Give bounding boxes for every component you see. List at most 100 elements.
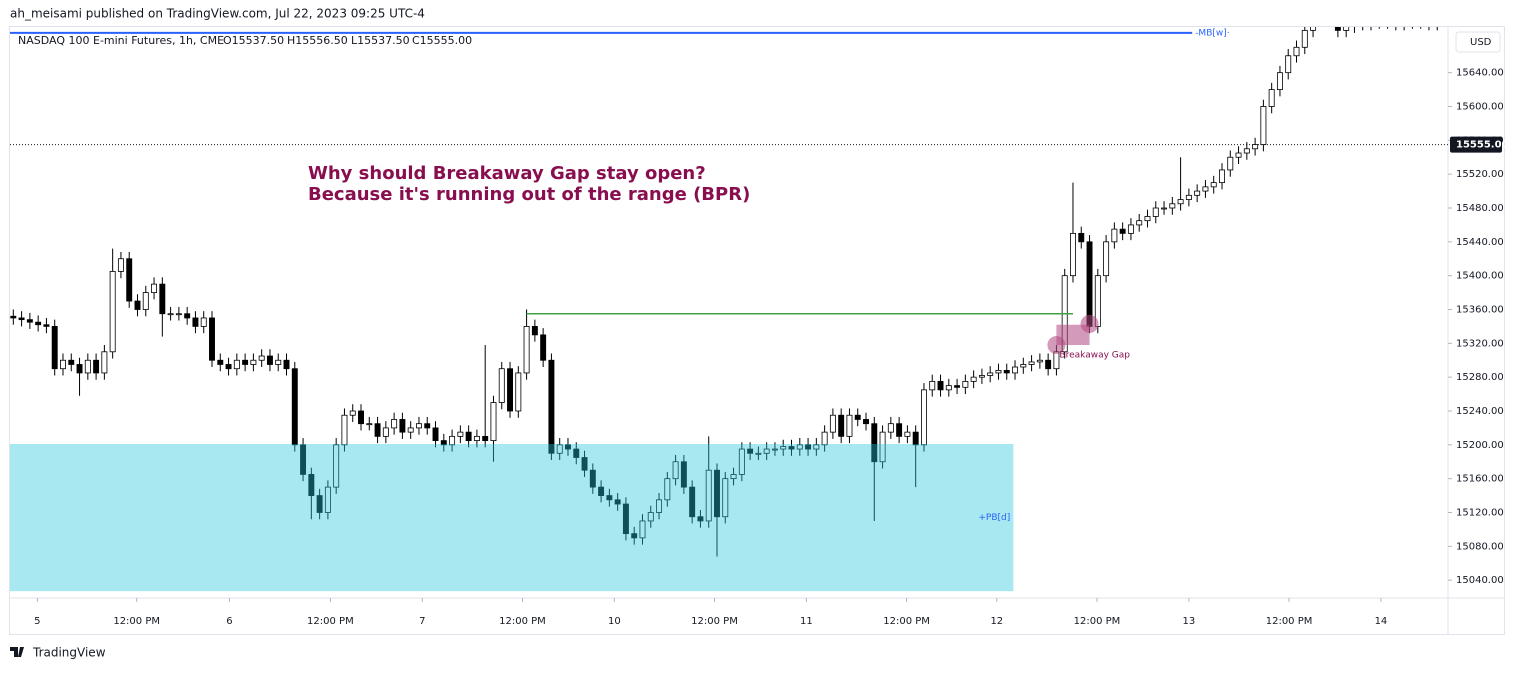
candle-body bbox=[573, 448, 580, 458]
candle-body bbox=[200, 317, 207, 327]
candle-body bbox=[250, 359, 257, 365]
candle-body bbox=[1177, 199, 1184, 205]
candle-body bbox=[341, 414, 348, 446]
candle-body bbox=[565, 444, 571, 450]
legend-high: H15556.50 bbox=[287, 34, 348, 47]
candle-body bbox=[507, 368, 513, 412]
candle-body bbox=[324, 486, 331, 513]
candle-body bbox=[217, 359, 224, 365]
candle-body bbox=[854, 414, 861, 420]
candle-body bbox=[622, 503, 629, 535]
candle-body bbox=[1285, 55, 1292, 74]
candle-body bbox=[954, 385, 961, 388]
candle-body bbox=[68, 359, 75, 365]
legend: NASDAQ 100 E-mini Futures, 1h, CME O1553… bbox=[18, 34, 472, 47]
candle-body bbox=[1012, 366, 1018, 374]
candle-body bbox=[76, 364, 83, 374]
gap-point bbox=[1047, 336, 1066, 355]
candle-body bbox=[656, 499, 663, 513]
candle-body bbox=[887, 423, 894, 433]
candle-body bbox=[109, 271, 116, 353]
x-tick-label: 7 bbox=[419, 616, 425, 627]
candle-body bbox=[1293, 46, 1300, 57]
currency[interactable]: USD bbox=[1470, 37, 1492, 48]
candle-body bbox=[134, 300, 141, 310]
footer-logo: TradingView bbox=[10, 646, 106, 660]
y-tick-label: 15320.00 bbox=[1456, 338, 1504, 349]
last-price-label: 15555.00 bbox=[1456, 140, 1509, 151]
candle-body bbox=[43, 324, 50, 327]
x-tick-label: 12:00 PM bbox=[1266, 616, 1313, 627]
candle-body bbox=[722, 478, 729, 518]
y-tick-label: 15360.00 bbox=[1456, 305, 1504, 316]
candle-body bbox=[333, 444, 340, 488]
y-tick-label: 15440.00 bbox=[1456, 237, 1504, 248]
candle-body bbox=[747, 448, 754, 454]
candle-body bbox=[896, 423, 903, 437]
candle-body bbox=[117, 258, 124, 272]
candle-body bbox=[382, 427, 389, 437]
x-tick-label: 11 bbox=[800, 616, 813, 627]
candle-body bbox=[407, 427, 414, 433]
candle-body bbox=[1003, 369, 1010, 374]
candle-body bbox=[788, 446, 795, 450]
y-tick-label: 15480.00 bbox=[1456, 203, 1504, 214]
candle-body bbox=[1169, 203, 1176, 209]
candle-body bbox=[1210, 182, 1217, 188]
candle-body bbox=[1227, 156, 1234, 171]
candle-body bbox=[482, 435, 489, 442]
x-tick-label: 12:00 PM bbox=[1074, 616, 1121, 627]
gap-box bbox=[1056, 324, 1090, 346]
candle-body bbox=[556, 444, 563, 454]
x-tick-label: 5 bbox=[34, 616, 40, 627]
candle-body bbox=[93, 359, 100, 374]
candle-body bbox=[1086, 241, 1093, 327]
candle-body bbox=[151, 283, 158, 293]
candle-body bbox=[349, 410, 356, 416]
candle-body bbox=[515, 372, 522, 412]
candle-body bbox=[1276, 72, 1283, 90]
candle-body bbox=[871, 423, 878, 463]
candle-body bbox=[18, 317, 25, 321]
candle-body bbox=[1235, 152, 1242, 158]
publisher: ah_meisami published on TradingView.com,… bbox=[10, 7, 425, 21]
candle-body bbox=[308, 474, 315, 496]
candle-body bbox=[755, 452, 762, 455]
legend-open: O15537.50 bbox=[223, 34, 284, 47]
candle-body bbox=[242, 359, 249, 365]
x-tick-label: 13 bbox=[1183, 616, 1196, 627]
x-tick-label: 12:00 PM bbox=[883, 616, 930, 627]
candle-body bbox=[680, 461, 687, 488]
candle-body bbox=[1119, 228, 1126, 234]
candle-body bbox=[167, 313, 174, 316]
x-tick-label: 12:00 PM bbox=[499, 616, 546, 627]
candle-body bbox=[424, 423, 431, 429]
gap-label: Breakaway Gap bbox=[1059, 351, 1130, 361]
title-line: Because it's running out of the range (B… bbox=[308, 184, 750, 205]
y-tick-label: 15600.00 bbox=[1456, 102, 1504, 113]
candle-body bbox=[763, 448, 770, 454]
candle-body bbox=[920, 389, 927, 446]
candle-body bbox=[962, 380, 969, 388]
candle-body bbox=[705, 469, 712, 522]
currency-box[interactable] bbox=[1455, 31, 1501, 53]
logo-icon bbox=[10, 647, 24, 657]
pane bbox=[10, 27, 1448, 592]
candle-body bbox=[863, 419, 869, 425]
candle-body bbox=[399, 419, 406, 433]
candle-body bbox=[970, 376, 977, 382]
candle-body bbox=[35, 321, 42, 326]
y-tick-label: 15280.00 bbox=[1456, 372, 1504, 383]
candle-body bbox=[1343, 27, 1350, 31]
candle-body bbox=[540, 334, 547, 361]
y-tick-label: 15040.00 bbox=[1456, 575, 1504, 586]
footer: TradingView bbox=[32, 646, 106, 660]
x-tick-label: 12:00 PM bbox=[113, 616, 160, 627]
candle-body bbox=[689, 486, 696, 518]
candle-body bbox=[589, 469, 596, 488]
candle-body bbox=[266, 355, 273, 365]
candle-body bbox=[639, 520, 646, 539]
legend-low: L15537.50 bbox=[351, 34, 410, 47]
candle-body bbox=[987, 372, 994, 376]
candle-body bbox=[846, 414, 853, 437]
